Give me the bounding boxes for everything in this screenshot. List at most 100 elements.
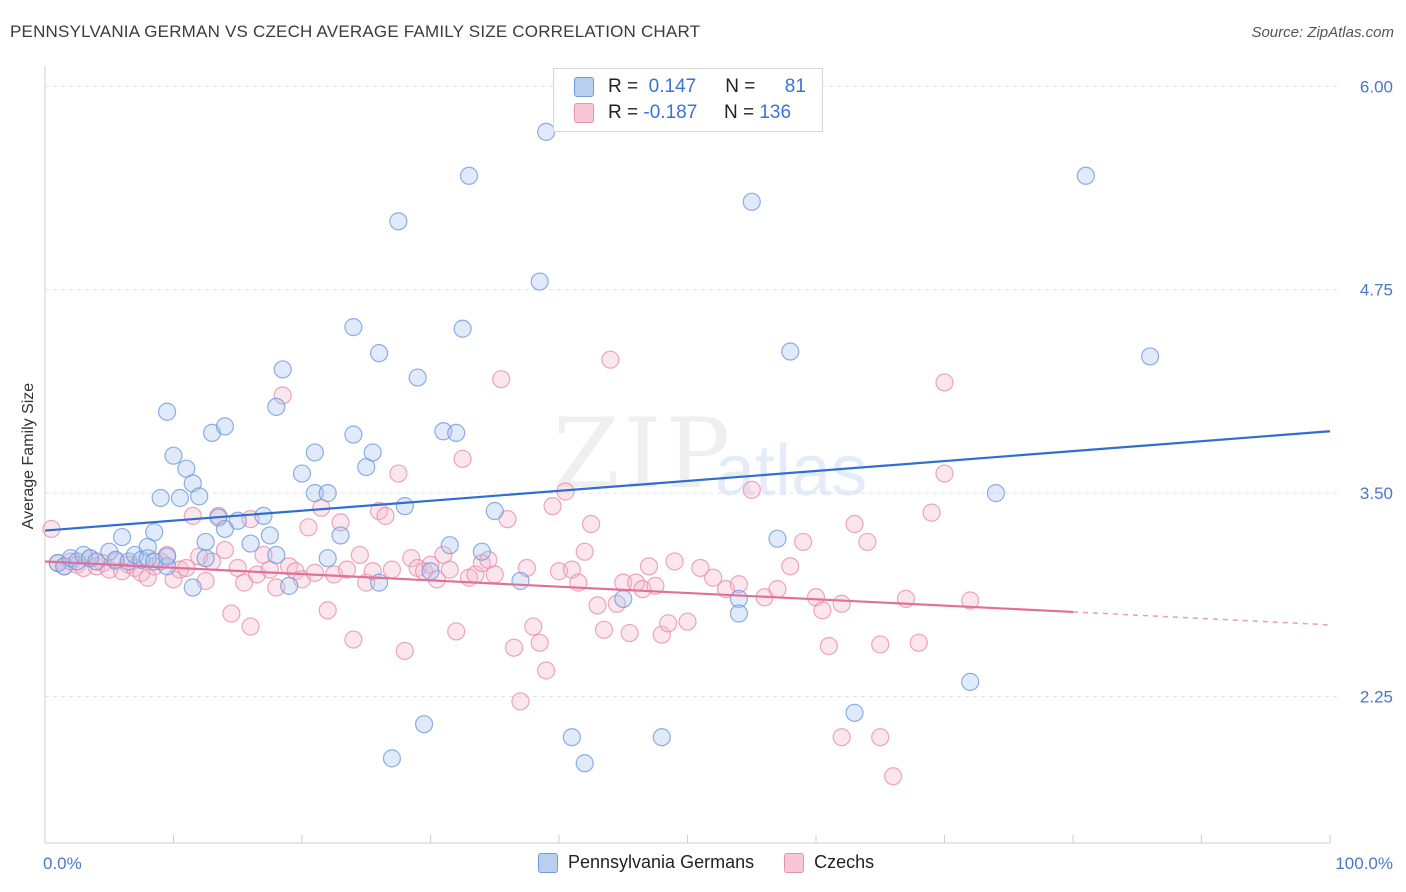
data-point <box>819 636 838 656</box>
axes <box>44 66 1331 844</box>
chart-source: Source: ZipAtlas.com <box>1251 24 1394 41</box>
trend-line-czechs-extrapolated <box>1072 611 1331 626</box>
data-point <box>273 386 292 405</box>
data-point <box>337 560 357 579</box>
data-point <box>986 484 1006 503</box>
data-point <box>453 449 472 469</box>
data-point <box>883 767 903 786</box>
data-point <box>222 604 241 623</box>
data-point <box>157 547 177 566</box>
data-point <box>524 617 543 636</box>
data-point <box>344 318 363 337</box>
data-point <box>280 576 299 595</box>
legend-item-czechs: Czechs <box>784 852 874 873</box>
data-point <box>472 542 491 561</box>
data-point <box>659 614 678 633</box>
data-point <box>215 540 234 560</box>
stats-legend: R = 0.147 N = 81 R = -0.187 N = 136 <box>553 68 823 132</box>
series-pennsylvania-germans-points <box>48 122 1160 773</box>
data-point <box>582 514 601 534</box>
data-point <box>395 641 414 661</box>
axis-labels: 2.25 3.50 4.75 6.00 0.0% 100.0% Average Family… <box>20 77 1393 873</box>
series-czechs-points <box>42 350 980 786</box>
trend-line-czechs <box>44 560 1074 614</box>
data-point <box>742 192 761 211</box>
data-point <box>331 513 350 532</box>
data-point <box>1076 166 1095 185</box>
data-point <box>190 487 209 506</box>
data-point <box>440 536 459 555</box>
watermark-zip: ZIP <box>553 398 735 510</box>
trend-lines <box>44 430 1331 626</box>
r-label: R = <box>608 76 639 97</box>
data-point <box>575 542 594 561</box>
data-point <box>691 558 710 578</box>
trend-line-pennsylvania-germans <box>44 430 1331 532</box>
data-point <box>492 370 511 389</box>
data-point <box>485 565 504 584</box>
data-point <box>498 510 517 529</box>
data-point <box>961 672 980 691</box>
data-point <box>331 526 350 545</box>
grid-lines <box>45 85 1340 698</box>
data-point <box>273 360 292 379</box>
data-point <box>1140 347 1160 366</box>
data-point <box>305 484 324 503</box>
n-label: N = <box>725 76 756 97</box>
data-point <box>318 549 337 568</box>
data-point <box>402 549 421 568</box>
data-point <box>370 344 389 363</box>
data-point <box>781 557 800 576</box>
data-point <box>408 368 427 387</box>
legend-item-pennsylvania-germans: Pennsylvania Germans <box>538 852 754 873</box>
n-value: 81 <box>784 76 806 97</box>
data-point <box>652 728 671 747</box>
data-point <box>389 212 408 231</box>
data-point <box>215 417 234 436</box>
data-point <box>935 373 954 392</box>
data-point <box>704 568 723 587</box>
data-point <box>485 501 504 521</box>
data-point <box>350 545 369 565</box>
data-point <box>376 506 395 525</box>
data-point <box>639 557 659 576</box>
data-point <box>845 703 864 722</box>
data-point <box>215 519 234 539</box>
y-tick-label: 6.00 <box>1360 77 1393 96</box>
data-point <box>363 443 382 462</box>
data-point <box>145 523 164 542</box>
data-point <box>235 573 254 592</box>
data-point <box>614 589 633 608</box>
data-point <box>382 560 402 579</box>
data-point <box>87 552 106 571</box>
y-axis-title: Average Family Size <box>20 383 37 530</box>
data-point <box>241 617 260 636</box>
data-point <box>935 464 954 483</box>
stats-row-pennsylvania-germans: R = 0.147 N = 81 <box>574 74 806 100</box>
data-point <box>151 488 170 508</box>
data-point <box>768 580 787 599</box>
data-point <box>305 443 324 462</box>
data-point <box>575 754 594 773</box>
data-point <box>382 749 402 768</box>
x-tick-label-max: 100.0% <box>1335 854 1393 873</box>
data-point <box>440 560 459 579</box>
data-point <box>871 728 890 747</box>
data-point <box>594 620 614 639</box>
stats-row-czechs: R = -0.187 N = 136 <box>574 100 799 126</box>
data-point <box>196 532 215 552</box>
data-point <box>729 604 749 623</box>
data-point <box>845 514 864 534</box>
data-point <box>678 612 697 631</box>
data-point <box>459 166 479 185</box>
data-point <box>447 423 466 443</box>
data-point <box>267 545 286 565</box>
data-point <box>447 622 466 641</box>
data-point <box>318 484 337 503</box>
data-point <box>318 601 337 620</box>
legend-label: Czechs <box>814 852 875 872</box>
data-point <box>241 534 260 553</box>
data-point <box>157 402 177 421</box>
data-point <box>504 638 524 657</box>
